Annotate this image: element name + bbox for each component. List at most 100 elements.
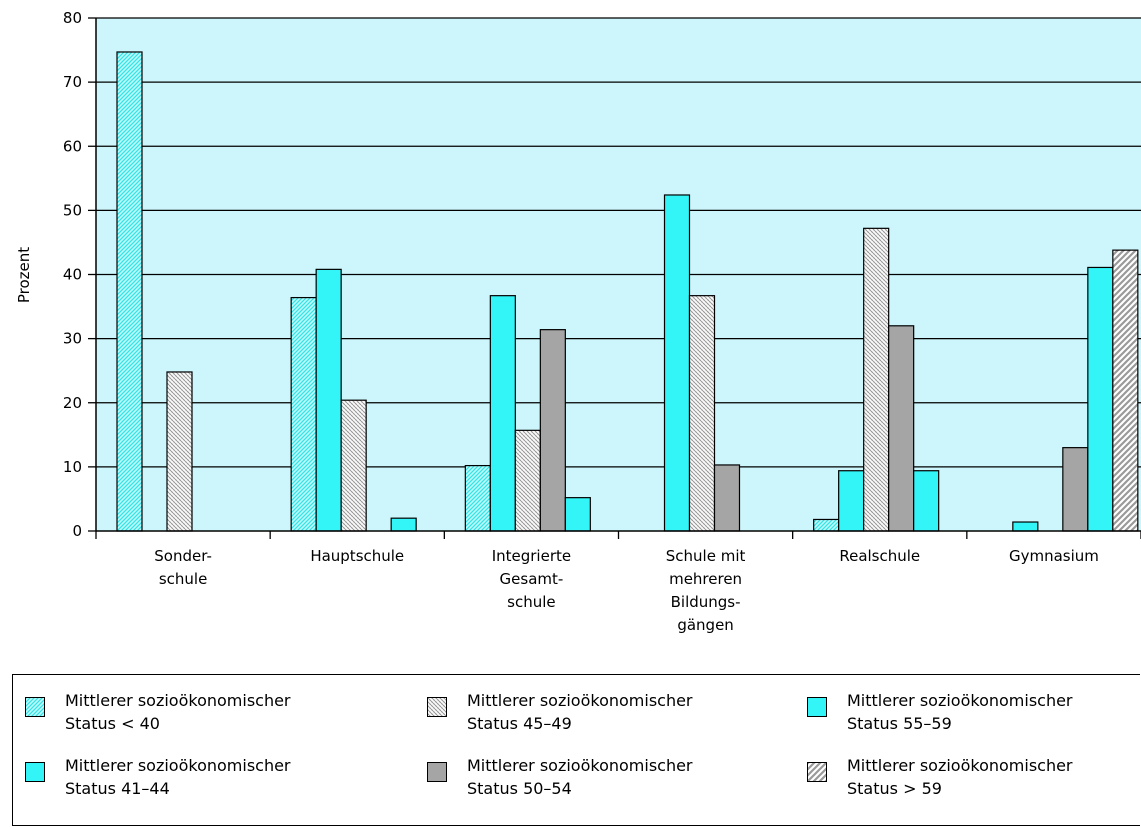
bar-5-series-2 (838, 470, 865, 532)
legend-label: Mittlerer sozioökonomischer Status > 59 (847, 754, 1073, 800)
y-tick-label: 70 (63, 73, 82, 91)
x-category-label-line: Realschule (839, 547, 920, 565)
legend-swatch (25, 762, 45, 782)
legend-label-line: Mittlerer sozioökonomischer (467, 756, 693, 775)
bar-4-series-3 (688, 295, 716, 532)
legend-swatch (807, 697, 827, 717)
legend-label-line: Status < 40 (65, 714, 160, 733)
legend-swatch-rect (428, 763, 446, 781)
x-category-label-line: Bildungs- (671, 593, 741, 611)
legend-label-line: Status 41–44 (65, 779, 170, 798)
legend-swatch (427, 697, 447, 717)
legend-swatch-rect (808, 698, 826, 716)
bar-3-series-1 (464, 464, 491, 532)
legend-label-line: Mittlerer sozioökonomischer (847, 756, 1073, 775)
x-category-labels: Sonder-schule Hauptschule Integrierte Gesam… (154, 547, 1099, 634)
y-tick-label: 50 (63, 201, 82, 219)
x-category-label-line: gängen (677, 616, 733, 634)
x-category-label: Sonder-schule (154, 547, 212, 588)
legend-swatch-fill (808, 763, 826, 781)
y-tick-label: 60 (63, 137, 82, 155)
bar-3-series-5 (564, 497, 591, 532)
legend-swatch-fill (808, 698, 826, 716)
gridlines (88, 17, 1141, 532)
legend-item: Mittlerer sozioökonomischer Status 41–44 (25, 754, 291, 800)
bar-6-series-5 (1087, 266, 1114, 532)
bar-2-series-3 (340, 399, 367, 532)
legend-swatch-rect (26, 763, 44, 781)
bar-2-series-5 (390, 517, 417, 532)
bar-1-series-1 (116, 51, 143, 532)
legend-label: Mittlerer sozioökonomischer Status 50–54 (467, 754, 693, 800)
x-category-label: Integrierte Gesamt-schule (492, 547, 571, 611)
x-category-label-line: Gesamt- (500, 570, 564, 588)
legend-label: Mittlerer sozioökonomischer Status 55–59 (847, 689, 1073, 735)
x-category-label-line: schule (507, 593, 555, 611)
legend-swatch-rect (428, 698, 446, 716)
legend-label-line: Status > 59 (847, 779, 942, 798)
y-tick-label: 30 (63, 330, 82, 348)
y-tick-labels: 0 10 20 30 40 50 60 70 80 (63, 9, 82, 540)
legend-item: Mittlerer sozioökonomischer Status 45–49 (427, 689, 693, 735)
y-tick-label: 80 (63, 9, 82, 27)
x-category-label-line: Hauptschule (310, 547, 404, 565)
bar-1-series-3 (166, 371, 193, 532)
bar-2-series-2 (315, 268, 342, 532)
x-category-label-line: mehreren (669, 570, 742, 588)
legend-label-line: Status 45–49 (467, 714, 572, 733)
legend-swatch-rect (26, 698, 44, 716)
x-category-label: Hauptschule (310, 547, 404, 565)
legend-swatch (25, 697, 45, 717)
x-category-label-line: Sonder- (154, 547, 212, 565)
bar-6-series-2 (1012, 521, 1039, 532)
legend-label-line: Mittlerer sozioökonomischer (467, 691, 693, 710)
x-category-label-line: schule (159, 570, 207, 588)
legend-swatch (807, 762, 827, 782)
x-category-label-line: Integrierte (492, 547, 571, 565)
legend-label-line: Status 50–54 (467, 779, 572, 798)
legend-label-line: Mittlerer sozioökonomischer (65, 691, 291, 710)
bar-5-series-3 (863, 227, 890, 532)
y-tick-label: 40 (63, 266, 82, 284)
x-category-label: Schule mit mehreren Bildungs-gängen (666, 547, 746, 634)
legend-swatch-fill (26, 698, 44, 716)
axes (95, 18, 1141, 539)
legend-label-line: Mittlerer sozioökonomischer (65, 756, 291, 775)
y-axis-label: Prozent (15, 247, 33, 303)
legend-swatch-rect (808, 763, 826, 781)
legend-item: Mittlerer sozioökonomischer Status 50–54 (427, 754, 693, 800)
bar-2-series-1 (290, 296, 317, 532)
legend-swatch (427, 762, 447, 782)
legend-label: Mittlerer sozioökonomischer Status 45–49 (467, 689, 693, 735)
y-tick-label: 20 (63, 394, 82, 412)
bar-4-series-2 (663, 194, 691, 532)
bar-4-series-4 (713, 464, 741, 532)
x-category-label: Gymnasium (1009, 547, 1099, 565)
bar-3-series-2 (489, 295, 516, 532)
bar-6-series-4 (1062, 447, 1089, 532)
legend-swatch-fill (428, 763, 446, 781)
bar-6-series-6 (1112, 249, 1139, 532)
legend-item: Mittlerer sozioökonomischer Status 55–59 (807, 689, 1073, 735)
bar-3-series-3 (514, 429, 541, 532)
bar-3-series-4 (539, 329, 566, 532)
legend: Mittlerer sozioökonomischer Status < 40 Mi… (12, 674, 1140, 826)
legend-swatch-fill (26, 763, 44, 781)
x-category-label-line: Schule mit (666, 547, 746, 565)
legend-label: Mittlerer sozioökonomischer Status 41–44 (65, 754, 291, 800)
bar-5-series-4 (888, 325, 915, 532)
bar-5-series-5 (913, 470, 940, 532)
legend-swatch-fill (428, 698, 446, 716)
bar-5-series-1 (813, 518, 840, 532)
y-tick-label: 0 (72, 522, 82, 540)
y-tick-label: 10 (63, 458, 82, 476)
x-category-label: Realschule (839, 547, 920, 565)
legend-label: Mittlerer sozioökonomischer Status < 40 (65, 689, 291, 735)
legend-item: Mittlerer sozioökonomischer Status < 40 (25, 689, 291, 735)
legend-label-line: Mittlerer sozioökonomischer (847, 691, 1073, 710)
bar-chart: 0 10 20 30 40 50 60 70 80 Sonder-schule Hauptschu… (15, 9, 1141, 634)
x-category-label-line: Gymnasium (1009, 547, 1099, 565)
bars (116, 51, 1139, 532)
legend-label-line: Status 55–59 (847, 714, 952, 733)
legend-item: Mittlerer sozioökonomischer Status > 59 (807, 754, 1073, 800)
